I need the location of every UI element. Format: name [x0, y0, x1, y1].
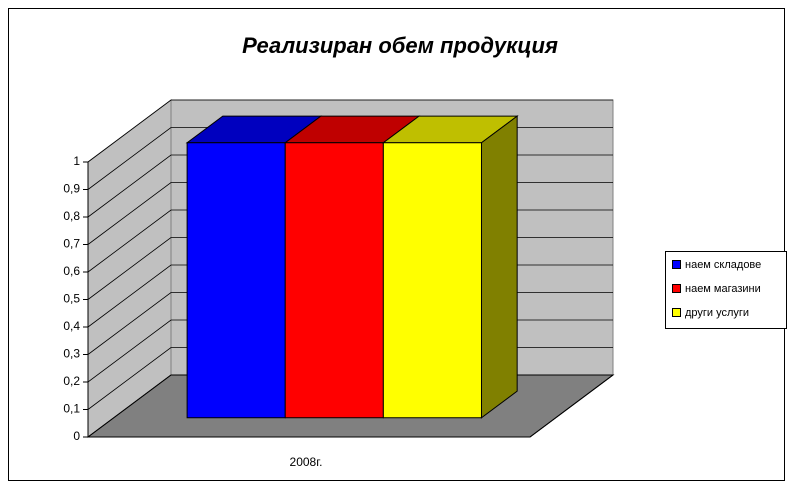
legend-label: наем складове	[685, 259, 761, 271]
y-tick-label: 0,4	[63, 319, 80, 333]
x-tick-label: 2008г.	[290, 455, 323, 469]
bar	[186, 142, 286, 419]
bar	[382, 142, 482, 419]
y-tick-label: 0,5	[63, 292, 80, 306]
y-tick-label: 0,6	[63, 264, 80, 278]
chart-title: Реализиран обем продукция	[242, 33, 558, 58]
grid-line	[87, 99, 613, 163]
y-tick-label: 0,1	[63, 402, 80, 416]
y-tick-label: 0,3	[63, 347, 80, 361]
y-tick-label: 0,2	[63, 374, 80, 388]
legend: наем складове наем магазини други услуги	[665, 251, 787, 329]
y-tick-label: 0,7	[63, 237, 80, 251]
legend-swatch	[672, 284, 681, 293]
floor-edge	[529, 374, 614, 438]
legend-swatch	[672, 308, 681, 317]
bar-side	[480, 115, 518, 419]
legend-label: други услуги	[685, 307, 749, 319]
legend-label: наем магазини	[685, 283, 761, 295]
bars	[185, 115, 519, 419]
y-tick-label: 0,8	[63, 209, 80, 223]
legend-box	[665, 251, 787, 329]
bar	[284, 142, 384, 419]
y-tick-label: 0	[73, 429, 80, 443]
y-tick-label: 1	[73, 154, 80, 168]
legend-swatch	[672, 260, 681, 269]
y-tick-label: 0,9	[63, 182, 80, 196]
